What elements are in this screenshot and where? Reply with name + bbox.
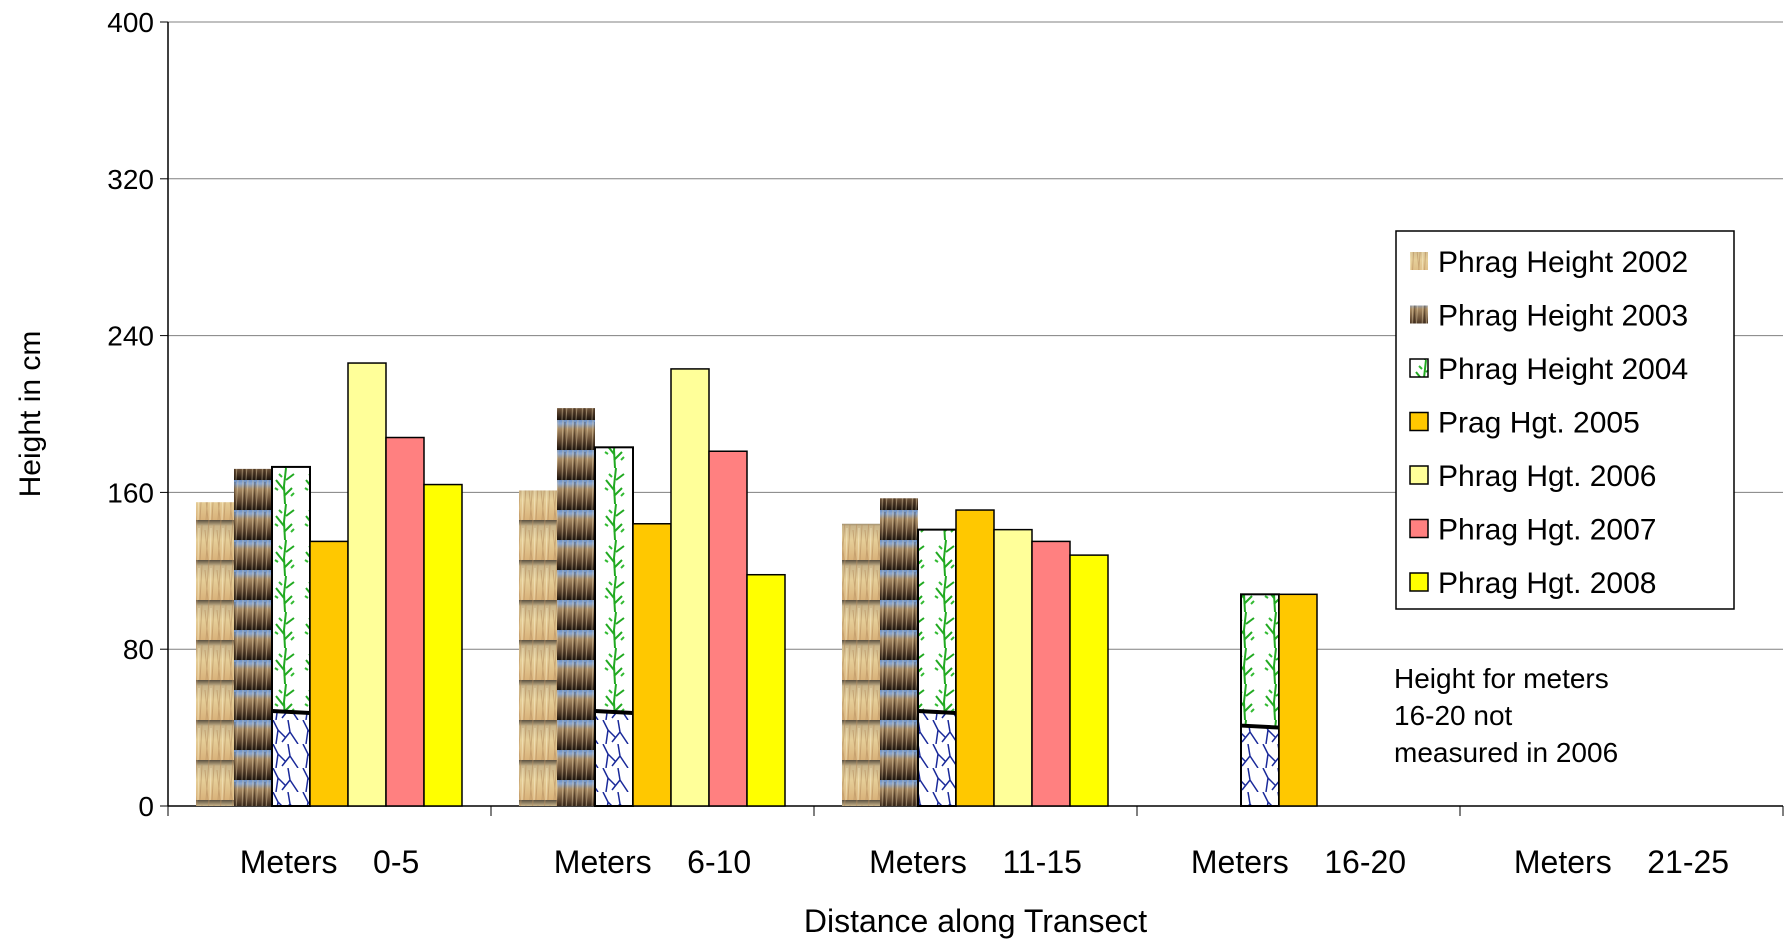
bar xyxy=(708,450,748,807)
bar xyxy=(842,523,880,806)
annotation: Height for meters 16-20 not measured in 20… xyxy=(1394,663,1618,768)
legend-label: Phrag Height 2003 xyxy=(1438,300,1688,333)
bar xyxy=(309,540,349,807)
bar xyxy=(385,436,425,807)
x-axis-title: Distance along Transect xyxy=(804,903,1147,939)
x-tick-label: Meters 6-10 xyxy=(554,844,751,880)
x-tick-label: Meters 11-15 xyxy=(869,844,1082,880)
x-tick-label: Meters 16-20 xyxy=(1191,844,1406,880)
bar xyxy=(880,498,918,806)
bar xyxy=(632,523,672,807)
legend-swatch xyxy=(1410,252,1428,270)
annotation-text: Height for meters xyxy=(1394,663,1609,694)
legend: Phrag Height 2002 Phrag Height 2003 Phrag … xyxy=(1395,230,1735,610)
legend-swatch xyxy=(1410,305,1428,324)
annotation-text: 16-20 not xyxy=(1394,700,1513,731)
bar xyxy=(746,573,786,807)
x-tick-label: Meters 21-25 xyxy=(1514,844,1729,880)
bar xyxy=(1240,593,1280,807)
bar xyxy=(347,362,387,807)
y-tick-label: 160 xyxy=(107,477,154,508)
bar xyxy=(519,490,557,806)
axis-labels: 0 80 160 240 320 400 Meters 0-5 Meters 6-10 Mete… xyxy=(14,7,1729,939)
bar xyxy=(196,502,234,806)
bar xyxy=(594,446,634,807)
bar xyxy=(1069,554,1109,807)
legend-swatch xyxy=(1409,358,1429,378)
y-tick-label: 0 xyxy=(138,791,154,822)
y-tick-label: 320 xyxy=(107,164,154,195)
y-tick-label: 80 xyxy=(123,634,154,665)
bar xyxy=(557,408,595,806)
bar xyxy=(955,509,995,807)
legend-box xyxy=(1395,230,1735,610)
legend-label: Phrag Hgt. 2006 xyxy=(1438,460,1656,493)
legend-label: Prag Hgt. 2005 xyxy=(1438,407,1640,440)
bars xyxy=(196,362,1318,807)
legend-label: Phrag Height 2002 xyxy=(1438,246,1688,279)
legend-swatch xyxy=(1409,465,1429,485)
bar xyxy=(993,528,1033,807)
bar xyxy=(1278,593,1318,807)
legend-swatch xyxy=(1409,572,1429,592)
bar xyxy=(234,468,272,806)
bar xyxy=(670,368,710,807)
bar xyxy=(271,465,311,807)
annotation-text: measured in 2006 xyxy=(1394,737,1618,768)
legend-label: Phrag Height 2004 xyxy=(1438,353,1688,386)
y-tick-label: 400 xyxy=(107,7,154,38)
bar xyxy=(423,483,463,807)
legend-label: Phrag Hgt. 2008 xyxy=(1438,567,1656,600)
legend-swatch xyxy=(1409,411,1429,432)
y-tick-label: 240 xyxy=(107,321,154,352)
legend-swatch xyxy=(1409,518,1429,539)
bar xyxy=(917,528,957,807)
bar xyxy=(1031,540,1071,807)
legend-label: Phrag Hgt. 2007 xyxy=(1438,514,1656,547)
y-axis-title: Height in cm xyxy=(14,331,47,498)
x-tick-label: Meters 0-5 xyxy=(240,844,420,880)
